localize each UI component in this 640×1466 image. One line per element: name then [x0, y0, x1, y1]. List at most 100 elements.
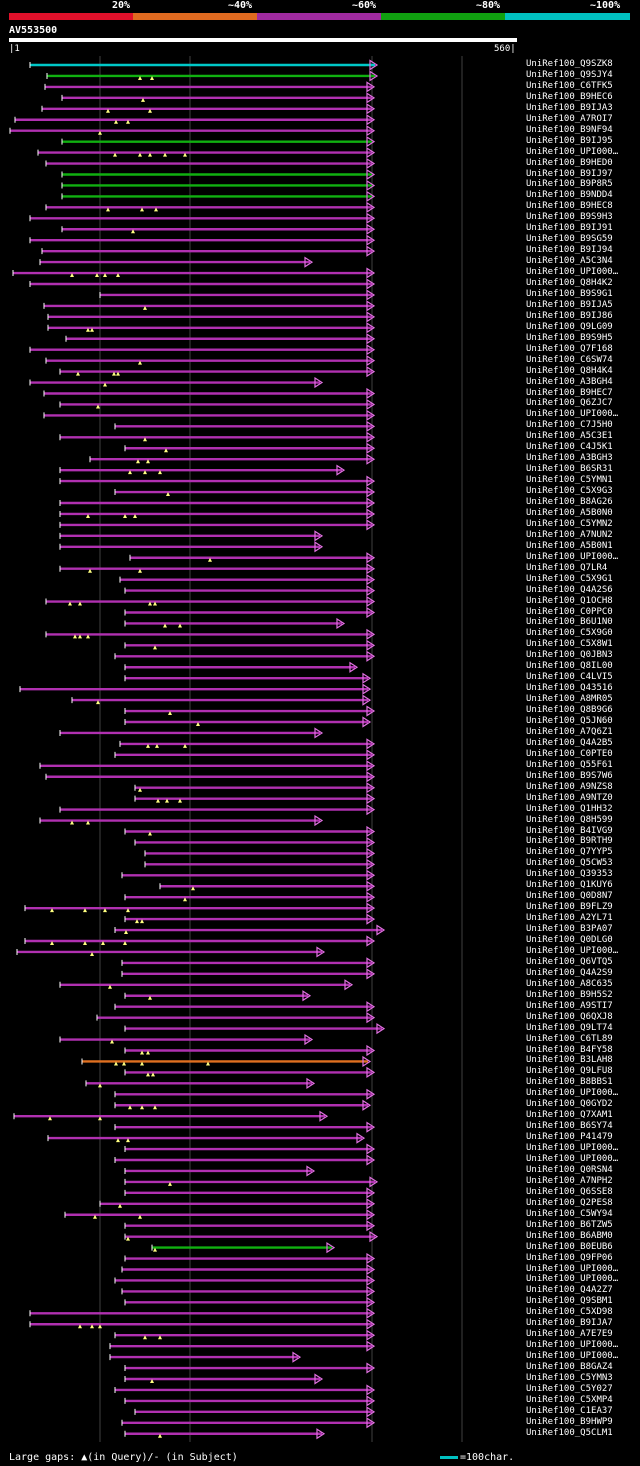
hit-label[interactable]: UniRef100_Q2PES8 [526, 1197, 613, 1208]
hit-label[interactable]: UniRef100_B9S9H5 [526, 332, 613, 343]
hit-label[interactable]: UniRef100_A5B0N1 [526, 540, 613, 551]
hit-label[interactable]: UniRef100_A8MR05 [526, 694, 613, 705]
hit-label[interactable]: UniRef100_B9HWP9 [526, 1416, 613, 1427]
hit-label[interactable]: UniRef100_B9IJ91 [526, 223, 613, 234]
hit-label[interactable]: UniRef100_Q0DLG0 [526, 935, 613, 945]
hit-label[interactable]: UniRef100_B9S9H3 [526, 212, 613, 223]
hit-label[interactable]: UniRef100_B6TZW5 [526, 1219, 613, 1230]
hit-label[interactable]: UniRef100_Q7F168 [526, 343, 613, 354]
hit-label[interactable]: UniRef100_A3BGH4 [526, 376, 613, 387]
hit-label[interactable]: UniRef100_A5C3E1 [526, 431, 613, 442]
hit-label[interactable]: UniRef100_Q4A2Z7 [526, 1285, 613, 1296]
hit-label[interactable]: UniRef100_C5X9G0 [526, 628, 613, 639]
hit-label[interactable]: UniRef100_Q1HH32 [526, 803, 613, 814]
hit-label[interactable]: UniRef100_C0PTE0 [526, 748, 613, 759]
hit-label[interactable]: UniRef100_Q1OCH8 [526, 595, 613, 606]
hit-label[interactable]: UniRef100_UPI000… [526, 1263, 619, 1274]
hit-label[interactable]: UniRef100_B9IJ97 [526, 168, 613, 179]
hit-label[interactable]: UniRef100_Q5CLM1 [526, 1427, 613, 1438]
hit-label[interactable]: UniRef100_B8AG26 [526, 497, 613, 507]
hit-label[interactable]: UniRef100_C4LVI5 [526, 672, 613, 683]
hit-label[interactable]: UniRef100_A5B0N0 [526, 507, 613, 518]
hit-label[interactable]: UniRef100_UPI000… [526, 146, 619, 157]
hit-label[interactable]: UniRef100_Q8H599 [526, 814, 613, 825]
hit-label[interactable]: UniRef100_C6SW74 [526, 354, 613, 365]
hit-label[interactable]: UniRef100_Q6ZJC7 [526, 398, 613, 409]
hit-label[interactable]: UniRef100_UPI000… [526, 1274, 619, 1285]
hit-label[interactable]: UniRef100_Q9SZK8 [526, 59, 613, 69]
hit-label[interactable]: UniRef100_A2YL71 [526, 913, 613, 924]
hit-label[interactable]: UniRef100_Q8B9G6 [526, 705, 613, 716]
hit-label[interactable]: UniRef100_C5YMN1 [526, 475, 613, 486]
hit-label[interactable]: UniRef100_UPI000… [526, 1088, 619, 1099]
hit-label[interactable]: UniRef100_B9P8R5 [526, 179, 613, 190]
hit-label[interactable]: UniRef100_Q7XAM1 [526, 1110, 613, 1121]
hit-label[interactable]: UniRef100_C1EA37 [526, 1405, 613, 1416]
hit-label[interactable]: UniRef100_UPI000… [526, 1143, 619, 1154]
hit-label[interactable]: UniRef100_Q9SBM1 [526, 1296, 613, 1307]
hit-label[interactable]: UniRef100_A7ROI7 [526, 113, 613, 124]
hit-label[interactable]: UniRef100_B9RTH9 [526, 836, 613, 847]
hit-label[interactable]: UniRef100_Q6SSE8 [526, 1186, 613, 1197]
hit-label[interactable]: UniRef100_B9FLZ9 [526, 902, 613, 913]
hit-label[interactable]: UniRef100_A7Q6Z1 [526, 726, 613, 737]
hit-label[interactable]: UniRef100_B9H5S2 [526, 989, 613, 1000]
hit-label[interactable]: UniRef100_Q9SJY4 [526, 69, 613, 80]
hit-label[interactable]: UniRef100_B9IJA7 [526, 1318, 613, 1329]
hit-label[interactable]: UniRef100_A9NZS8 [526, 781, 613, 792]
hit-label[interactable]: UniRef100_C4J5K1 [526, 442, 613, 453]
hit-label[interactable]: UniRef100_UPI000… [526, 267, 619, 278]
hit-label[interactable]: UniRef100_B9SG59 [526, 234, 613, 245]
hit-label[interactable]: UniRef100_UPI000… [526, 1154, 619, 1164]
hit-label[interactable]: UniRef100_Q5CW53 [526, 858, 613, 869]
hit-label[interactable]: UniRef100_UPI000… [526, 945, 619, 956]
hit-label[interactable]: UniRef100_C6TL89 [526, 1033, 613, 1044]
hit-label[interactable]: UniRef100_Q55F61 [526, 759, 613, 770]
hit-label[interactable]: UniRef100_UPI000… [526, 1351, 619, 1362]
hit-label[interactable]: UniRef100_B9IJ95 [526, 135, 613, 146]
hit-label[interactable]: UniRef100_C5Y027 [526, 1383, 613, 1394]
hit-label[interactable]: UniRef100_C5XD98 [526, 1307, 613, 1318]
hit-label[interactable]: UniRef100_B0EUB6 [526, 1241, 613, 1252]
hit-label[interactable]: UniRef100_A8C635 [526, 978, 613, 989]
hit-label[interactable]: UniRef100_B9HEC6 [526, 91, 613, 102]
hit-label[interactable]: UniRef100_Q9LFU8 [526, 1066, 613, 1077]
hit-label[interactable]: UniRef100_C5WY94 [526, 1208, 613, 1219]
hit-label[interactable]: UniRef100_A7NUN2 [526, 529, 613, 540]
hit-label[interactable]: UniRef100_B9S9G1 [526, 288, 613, 299]
hit-label[interactable]: UniRef100_B9HEC7 [526, 387, 613, 398]
hit-label[interactable]: UniRef100_C0PPC0 [526, 606, 613, 617]
hit-label[interactable]: UniRef100_Q0RSN4 [526, 1164, 613, 1175]
hit-label[interactable]: UniRef100_B9IJ94 [526, 245, 613, 256]
hit-label[interactable]: UniRef100_B8GAZ4 [526, 1362, 613, 1373]
hit-label[interactable]: UniRef100_Q8H4K2 [526, 278, 613, 288]
hit-label[interactable]: UniRef100_C5XMP4 [526, 1394, 613, 1405]
hit-label[interactable]: UniRef100_B4FY58 [526, 1044, 613, 1055]
hit-label[interactable]: UniRef100_B9NDD4 [526, 190, 613, 201]
hit-label[interactable]: UniRef100_C7J5H0 [526, 420, 613, 431]
hit-label[interactable]: UniRef100_C5X9G3 [526, 486, 613, 497]
hit-label[interactable]: UniRef100_Q8IL00 [526, 661, 613, 672]
hit-label[interactable]: UniRef100_A7NPH2 [526, 1175, 613, 1186]
hit-label[interactable]: UniRef100_A3BGH3 [526, 453, 613, 464]
hit-label[interactable]: UniRef100_B6SY74 [526, 1121, 613, 1132]
hit-label[interactable]: UniRef100_Q6VTQ5 [526, 956, 613, 967]
hit-label[interactable]: UniRef100_Q0GYD2 [526, 1099, 613, 1110]
hit-label[interactable]: UniRef100_Q5JN60 [526, 716, 613, 726]
hit-label[interactable]: UniRef100_B6U1N0 [526, 617, 613, 628]
hit-label[interactable]: UniRef100_Q0JBN3 [526, 650, 613, 661]
hit-label[interactable]: UniRef100_B3LAH8 [526, 1055, 613, 1066]
hit-label[interactable]: UniRef100_C5YMN3 [526, 1373, 613, 1383]
hit-label[interactable]: UniRef100_Q4A2B5 [526, 737, 613, 748]
hit-label[interactable]: UniRef100_A9STI7 [526, 1000, 613, 1011]
hit-label[interactable]: UniRef100_Q9LT74 [526, 1022, 613, 1033]
hit-label[interactable]: UniRef100_Q8H4K4 [526, 365, 613, 376]
hit-label[interactable]: UniRef100_B9NF94 [526, 124, 613, 135]
hit-label[interactable]: UniRef100_B4IVG9 [526, 825, 613, 836]
hit-label[interactable]: UniRef100_B8BBS1 [526, 1077, 613, 1088]
hit-label[interactable]: UniRef100_C5X9G1 [526, 573, 613, 584]
hit-label[interactable]: UniRef100_Q6QXJ8 [526, 1011, 613, 1022]
hit-label[interactable]: UniRef100_B9IJ86 [526, 310, 613, 321]
hit-label[interactable]: UniRef100_Q7LR4 [526, 562, 608, 573]
hit-label[interactable]: UniRef100_A5C3N4 [526, 256, 613, 267]
